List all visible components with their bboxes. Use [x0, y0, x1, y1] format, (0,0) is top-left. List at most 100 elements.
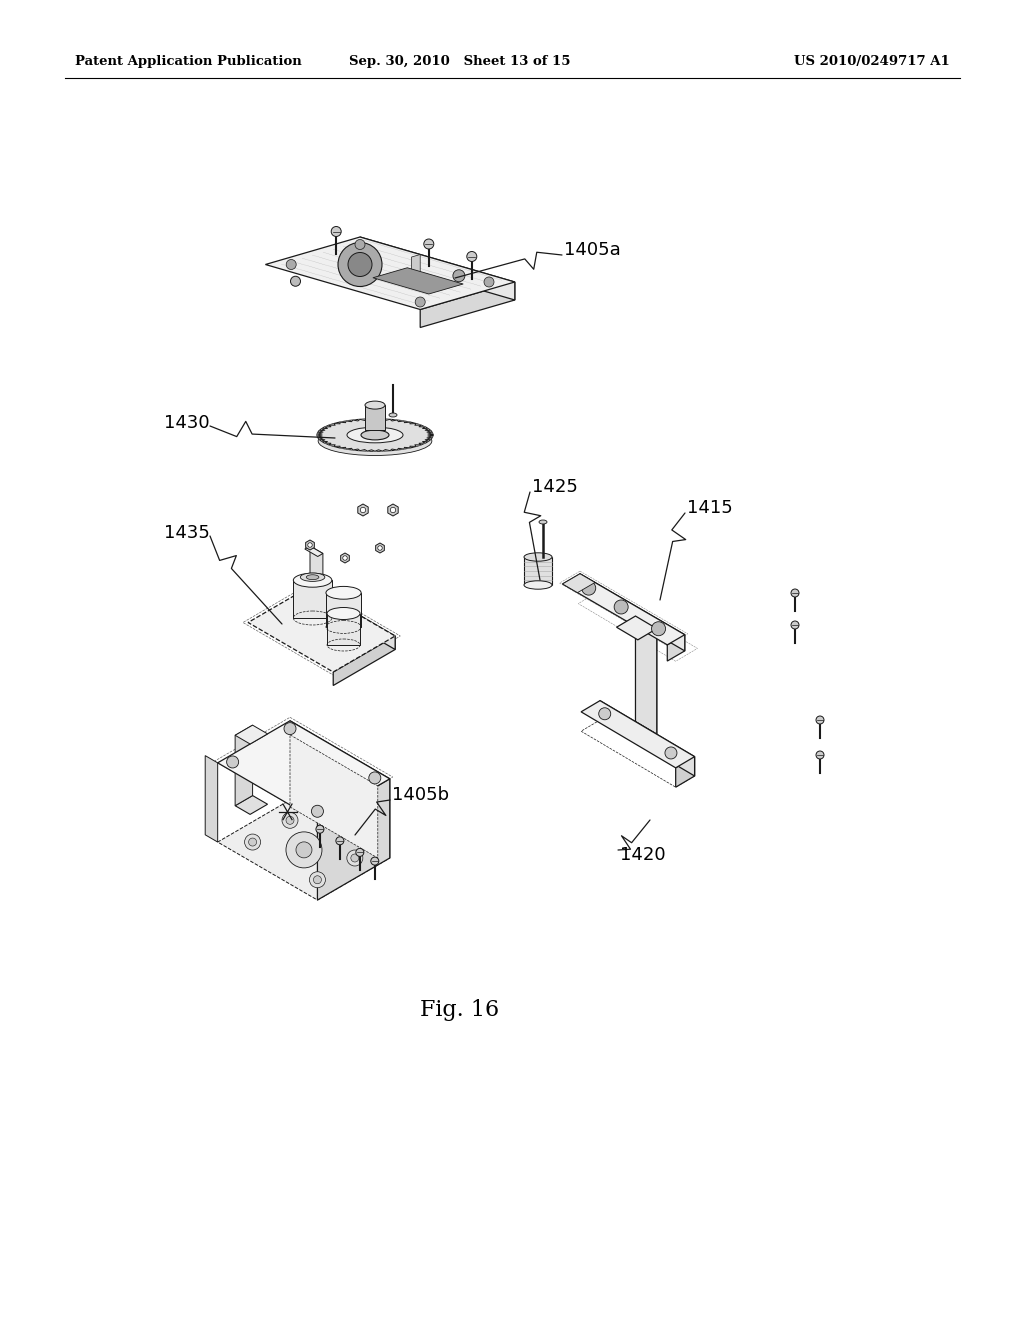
- Ellipse shape: [326, 586, 361, 599]
- Circle shape: [336, 837, 344, 845]
- Ellipse shape: [317, 418, 433, 451]
- Circle shape: [286, 816, 294, 824]
- Text: 1420: 1420: [620, 846, 666, 865]
- Polygon shape: [376, 543, 384, 553]
- Polygon shape: [236, 725, 253, 805]
- Polygon shape: [562, 574, 595, 593]
- Polygon shape: [317, 779, 390, 900]
- Circle shape: [296, 842, 312, 858]
- Circle shape: [282, 812, 298, 829]
- Polygon shape: [317, 418, 433, 451]
- Polygon shape: [616, 616, 656, 640]
- Polygon shape: [600, 701, 694, 776]
- Circle shape: [351, 854, 358, 862]
- Polygon shape: [306, 540, 314, 550]
- Polygon shape: [420, 282, 515, 327]
- Ellipse shape: [306, 574, 318, 579]
- Circle shape: [791, 620, 799, 630]
- Polygon shape: [333, 636, 395, 685]
- Polygon shape: [290, 721, 390, 858]
- Text: 1405b: 1405b: [392, 785, 450, 804]
- Circle shape: [415, 297, 425, 308]
- Polygon shape: [357, 504, 369, 516]
- Circle shape: [331, 227, 341, 236]
- Circle shape: [360, 507, 366, 512]
- Polygon shape: [310, 586, 395, 649]
- Circle shape: [651, 622, 666, 636]
- Circle shape: [816, 715, 824, 723]
- Ellipse shape: [318, 426, 432, 455]
- Circle shape: [484, 277, 494, 286]
- Polygon shape: [290, 735, 378, 858]
- Circle shape: [347, 850, 362, 866]
- Circle shape: [390, 507, 395, 512]
- Circle shape: [791, 589, 799, 597]
- Polygon shape: [580, 574, 685, 651]
- Polygon shape: [636, 616, 656, 734]
- Circle shape: [308, 543, 312, 548]
- Polygon shape: [218, 721, 390, 821]
- Text: 1425: 1425: [532, 478, 578, 496]
- Ellipse shape: [300, 573, 325, 581]
- Circle shape: [245, 834, 260, 850]
- Ellipse shape: [293, 573, 332, 587]
- Polygon shape: [218, 800, 390, 900]
- Circle shape: [313, 875, 322, 884]
- Polygon shape: [412, 255, 420, 275]
- Polygon shape: [236, 796, 267, 814]
- Circle shape: [467, 252, 477, 261]
- Circle shape: [286, 832, 322, 867]
- Polygon shape: [668, 635, 685, 661]
- Polygon shape: [638, 628, 656, 746]
- Circle shape: [816, 751, 824, 759]
- Circle shape: [226, 756, 239, 768]
- Text: 1435: 1435: [164, 524, 210, 543]
- Ellipse shape: [539, 520, 547, 524]
- Ellipse shape: [365, 401, 385, 409]
- Polygon shape: [341, 553, 349, 564]
- Circle shape: [371, 857, 379, 865]
- Circle shape: [338, 243, 382, 286]
- Ellipse shape: [347, 428, 403, 442]
- Circle shape: [424, 239, 434, 249]
- Circle shape: [355, 849, 364, 857]
- Text: 1405a: 1405a: [564, 242, 621, 259]
- Circle shape: [582, 581, 596, 595]
- Polygon shape: [236, 725, 267, 744]
- Text: US 2010/0249717 A1: US 2010/0249717 A1: [795, 55, 950, 69]
- Ellipse shape: [361, 430, 389, 440]
- Ellipse shape: [327, 607, 360, 619]
- Ellipse shape: [524, 553, 552, 561]
- Circle shape: [369, 772, 381, 784]
- Polygon shape: [327, 614, 360, 645]
- Circle shape: [453, 269, 465, 281]
- Polygon shape: [310, 546, 323, 594]
- Text: 1415: 1415: [687, 499, 733, 517]
- Circle shape: [284, 722, 296, 735]
- Polygon shape: [265, 238, 515, 309]
- Circle shape: [316, 825, 324, 833]
- Text: Sep. 30, 2010   Sheet 13 of 15: Sep. 30, 2010 Sheet 13 of 15: [349, 55, 570, 69]
- Polygon shape: [205, 755, 218, 842]
- Polygon shape: [373, 268, 463, 294]
- Circle shape: [309, 871, 326, 888]
- Polygon shape: [293, 581, 332, 618]
- Circle shape: [343, 556, 347, 560]
- Ellipse shape: [524, 581, 552, 589]
- Circle shape: [599, 708, 610, 719]
- Text: Patent Application Publication: Patent Application Publication: [75, 55, 302, 69]
- Circle shape: [291, 276, 300, 286]
- Polygon shape: [581, 701, 694, 768]
- Circle shape: [348, 252, 372, 276]
- Polygon shape: [524, 557, 552, 585]
- Circle shape: [249, 838, 257, 846]
- Circle shape: [355, 239, 365, 249]
- Polygon shape: [365, 405, 385, 430]
- Polygon shape: [248, 586, 395, 672]
- Polygon shape: [676, 756, 694, 787]
- Circle shape: [378, 545, 382, 550]
- Polygon shape: [388, 504, 398, 516]
- Polygon shape: [562, 574, 685, 645]
- Text: 1430: 1430: [164, 414, 210, 432]
- Text: Fig. 16: Fig. 16: [421, 999, 500, 1020]
